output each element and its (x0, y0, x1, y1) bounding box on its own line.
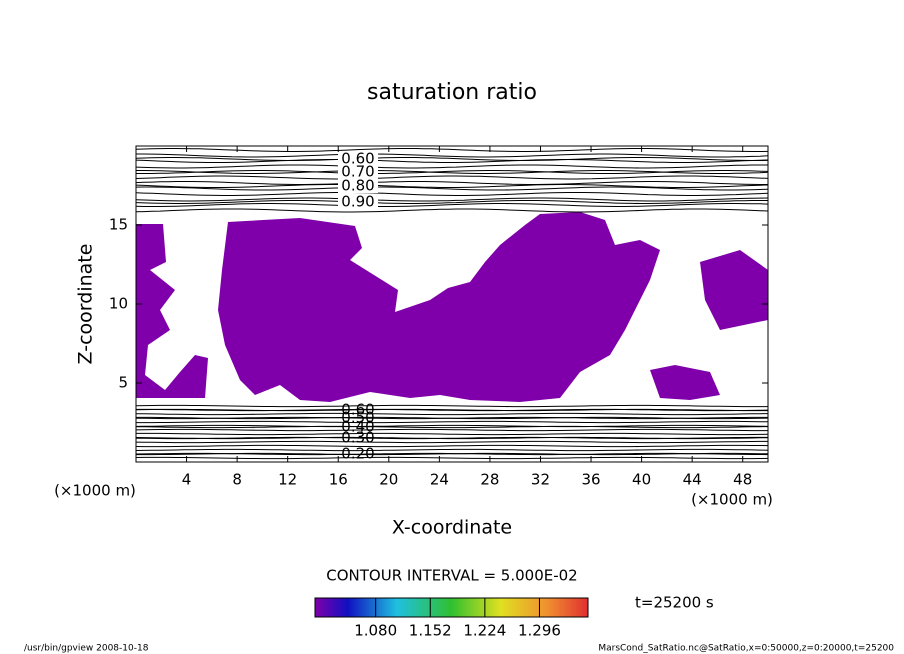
contour-line (136, 175, 768, 180)
plot-area (136, 148, 768, 460)
contour-line (136, 164, 768, 169)
colorbar-tick-label: 1.224 (463, 622, 506, 640)
contour-line (136, 440, 768, 444)
contour-label: 0.20 (341, 445, 374, 463)
contour-line (136, 148, 768, 152)
contour-line (136, 404, 768, 408)
x-axis-label: X-coordinate (392, 517, 512, 539)
contour-level (136, 425, 768, 429)
x-tick-label: 20 (379, 471, 398, 489)
x-tick-label: 28 (480, 471, 499, 489)
contour-line (136, 186, 768, 191)
contour-line (136, 432, 768, 436)
contour-label: 0.60 (341, 401, 374, 419)
x-tick-label: 12 (278, 471, 297, 489)
contour-level (136, 200, 768, 204)
contour-line (136, 192, 768, 196)
x-tick-label: 48 (733, 471, 752, 489)
contour-level (136, 452, 768, 456)
x-tick-label: 16 (329, 471, 348, 489)
y-tick-label: 5 (118, 374, 128, 392)
contour-label: 0.60 (341, 150, 374, 168)
label-bg (338, 195, 378, 209)
x-tick-label: 40 (632, 471, 651, 489)
y-axis-label: Z-coordinate (75, 244, 97, 365)
supersaturated-region (700, 250, 768, 330)
colorbar-tick-label: 1.080 (354, 622, 397, 640)
y-unit-label: (×1000 m) (54, 482, 136, 500)
contour-label: 0.40 (341, 418, 374, 436)
contour-label: 0.30 (341, 429, 374, 447)
contour-line (136, 428, 768, 432)
supersaturated-region (650, 365, 720, 400)
contour-label: 0.50 (341, 409, 374, 427)
contour-line (136, 420, 768, 424)
x-tick-label: 24 (430, 471, 449, 489)
contour-line (136, 444, 768, 448)
x-tick-label: 44 (683, 471, 702, 489)
contour-level (136, 184, 768, 188)
y-tick-label: 10 (109, 295, 128, 313)
contour-label: 0.90 (341, 193, 374, 211)
x-tick-label: 8 (232, 471, 242, 489)
x-tick-label: 36 (581, 471, 600, 489)
contour-line (136, 203, 768, 207)
y-tick-label: 15 (109, 216, 128, 234)
footer-left: /usr/bin/gpview 2008-10-18 (24, 644, 149, 654)
contour-line (136, 153, 768, 158)
footer-right: MarsCond_SatRatio.nc@SatRatio,x=0:50000,… (598, 644, 894, 654)
contour-level (136, 408, 768, 412)
x-tick-label: 4 (182, 471, 192, 489)
chart-title: saturation ratio (367, 80, 537, 105)
contour-line (136, 412, 768, 416)
colorbar-tick-label: 1.152 (409, 622, 452, 640)
contour-line (136, 208, 768, 213)
label-bg (338, 165, 378, 179)
contour-label: 0.80 (341, 177, 374, 195)
x-tick-label: 32 (531, 471, 550, 489)
contour-line (136, 159, 768, 163)
colorbar (314, 597, 589, 618)
supersaturated-region (218, 212, 660, 402)
x-unit-label: (×1000 m) (691, 491, 773, 509)
contour-line (136, 197, 768, 202)
contour-line (136, 181, 768, 185)
contour-line (136, 448, 768, 452)
contour-level (136, 436, 768, 440)
supersaturated-region (136, 224, 208, 398)
contour-label: 0.70 (341, 163, 374, 181)
contour-level (136, 416, 768, 420)
time-label: t=25200 s (635, 594, 714, 612)
colorbar-tick-label: 1.296 (518, 622, 561, 640)
contour-line (136, 456, 768, 460)
label-bg (338, 179, 378, 193)
contour-level (136, 170, 768, 174)
contour-line (136, 424, 768, 428)
label-bg (338, 152, 378, 166)
contour-level (136, 157, 768, 161)
contour-interval: CONTOUR INTERVAL = 5.000E-02 (326, 567, 577, 585)
